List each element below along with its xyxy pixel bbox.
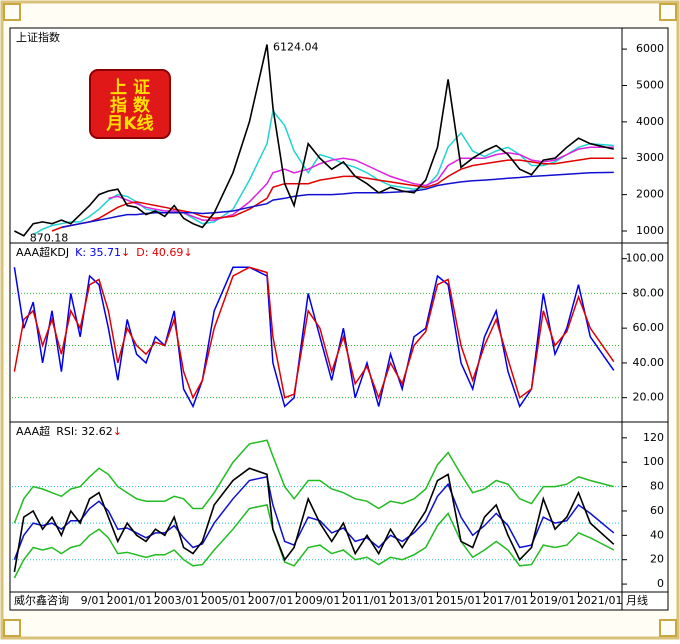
x-tick-label: 2015/01 — [436, 594, 482, 607]
legend-entry: RSI: 32.62 — [56, 425, 113, 438]
y-tick-label: 3000 — [636, 151, 664, 164]
series-line — [13, 266, 615, 400]
x-tick-label: 2019/01 — [530, 594, 576, 607]
x-tick-label: 2011/01 — [342, 594, 388, 607]
x-axis-label: 月线 — [626, 593, 648, 607]
y-tick-label: 60.00 — [633, 321, 665, 334]
trend-mark: ↓ — [121, 246, 130, 259]
badge-box — [89, 69, 171, 139]
panel-title: AAA超KDJ — [16, 245, 69, 259]
y-tick-label: 100 — [643, 455, 664, 468]
series-line — [108, 146, 614, 221]
annotation: 6124.04 — [273, 41, 319, 54]
y-tick-label: 100.00 — [626, 252, 665, 265]
y-tick-label: 40 — [650, 528, 664, 541]
badge-line: 上 证 — [110, 78, 150, 98]
corner-ornaments — [3, 3, 677, 637]
x-tick-label: 2005/01 — [201, 594, 247, 607]
badge-line: 指 数 — [110, 95, 151, 116]
y-tick-label: 0 — [657, 577, 664, 590]
y-tick-label: 20.00 — [633, 391, 665, 404]
x-tick-label: 2013/01 — [389, 594, 435, 607]
corner — [3, 619, 21, 637]
series-line — [61, 171, 614, 229]
source-bg — [11, 593, 77, 609]
source: 威尔鑫咨询 — [14, 593, 69, 607]
y-tick-label: 120 — [643, 431, 664, 444]
series-line — [13, 467, 615, 573]
plots: 9/01 2001/01 2003/01 2005/01 2007/01 2009/01 2… — [12, 30, 664, 607]
trend-mark: ↓ — [113, 425, 122, 438]
corner — [3, 3, 21, 21]
x-tick-label: 2009/01 — [295, 594, 341, 607]
x-tick-label: 2017/01 — [483, 594, 529, 607]
legend-entry: K: 35.71 — [75, 246, 121, 259]
panel-title: AAA超 — [16, 424, 50, 438]
corner — [659, 619, 677, 637]
corner — [659, 3, 677, 21]
y-tick-label: 1000 — [636, 224, 664, 237]
x-tick-label: 2001/01 — [107, 594, 153, 607]
y-tick-label: 5000 — [636, 78, 664, 91]
series-line — [14, 44, 614, 237]
x-tick-label: 9/01 — [81, 594, 106, 607]
trend-mark: ↓ — [183, 246, 192, 259]
x-tick-label: 2003/01 — [154, 594, 200, 607]
badge-line: 月K线 — [105, 113, 153, 134]
series-line — [13, 475, 615, 560]
x-tick-label: 2007/01 — [248, 594, 294, 607]
y-tick-label: 80 — [650, 480, 664, 493]
series-line — [13, 439, 614, 524]
y-tick-label: 2000 — [636, 188, 664, 201]
series-line — [13, 266, 615, 409]
badge: 上 证 指 数 月K线 — [89, 69, 171, 139]
series-line — [13, 504, 615, 579]
y-tick-label: 80.00 — [633, 286, 665, 299]
series-line — [51, 157, 614, 232]
legend-entry: D: 40.69 — [136, 246, 183, 259]
y-tick-label: 20 — [650, 553, 664, 566]
x-tick-label: 2021/01 — [577, 594, 623, 607]
y-tick-label: 40.00 — [633, 356, 665, 369]
panel-title: 上证指数 — [16, 30, 60, 44]
y-tick-label: 6000 — [636, 42, 664, 55]
y-tick-label: 4000 — [636, 115, 664, 128]
y-tick-label: 60 — [650, 504, 664, 517]
annotation: 870.18 — [30, 232, 69, 245]
